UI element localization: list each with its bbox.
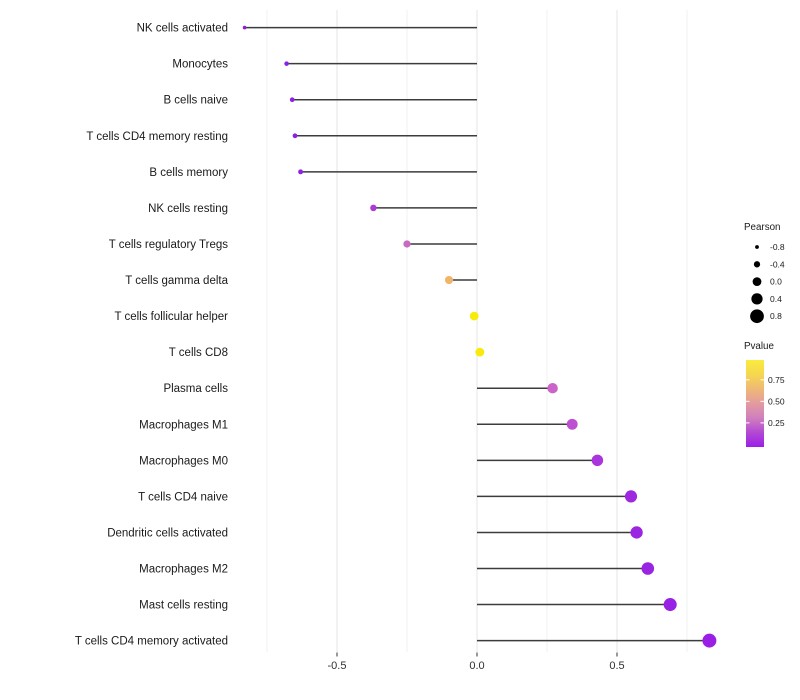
x-axis-tick-label: 0.0 [469,660,484,672]
y-axis-label: Macrophages M1 [139,419,228,431]
y-axis-label: B cells memory [149,167,228,179]
lollipop-point [444,275,454,285]
y-axis-label: Monocytes [172,59,228,71]
y-axis-label: Plasma cells [163,383,228,395]
lollipop-point [403,240,411,248]
legend-pearson-label: -0.8 [770,242,785,252]
legend-pearson-label: 0.4 [770,294,782,304]
x-axis-tick-label: 0.5 [609,660,624,672]
lollipop-point [630,526,643,539]
lollipop-point [469,311,479,321]
y-axis-label: NK cells resting [148,203,228,215]
y-axis-label: Macrophages M2 [139,564,228,576]
y-axis-label: B cells naive [163,95,228,107]
y-axis-label: T cells CD8 [169,347,228,359]
legend-pearson-dot [752,277,762,286]
lollipop-point [624,490,638,503]
legend-pvalue-title: Pvalue [744,341,775,352]
legend-pearson-label: 0.8 [770,311,782,321]
legend-pearson-dot [753,261,761,268]
legend-pearson-title: Pearson [744,222,781,233]
lollipop-point [566,418,578,430]
y-axis-label: Mast cells resting [139,600,228,612]
lollipop-point [641,562,655,575]
lollipop-point [370,204,377,212]
lollipop-point [298,169,304,175]
legend-pearson-dot [755,245,759,249]
lollipop-point [292,133,298,139]
lollipop-point [547,382,558,394]
legend-pvalue-label: 0.25 [768,418,785,428]
legend-pvalue-gradient-bar [746,360,764,447]
y-axis-label: Dendritic cells activated [107,527,228,539]
lollipop-point [289,97,295,103]
y-axis-label: Macrophages M0 [139,455,228,467]
lollipop-point [702,633,717,648]
legend-pvalue-label: 0.50 [768,396,785,406]
legend-pearson-dot [750,309,764,324]
y-axis-label: T cells CD4 naive [138,491,228,503]
lollipop-point [284,61,289,66]
y-axis-label: T cells gamma delta [125,275,228,287]
y-axis-label: T cells regulatory Tregs [109,239,229,251]
y-axis-label: T cells CD4 memory resting [86,131,228,143]
y-axis-label: NK cells activated [137,23,228,35]
y-axis-label: T cells follicular helper [114,311,228,323]
y-axis-label: T cells CD4 memory activated [75,636,228,648]
legend-pearson-label: 0.0 [770,277,782,287]
legend-pearson-label: -0.4 [770,259,785,269]
lollipop-point [663,598,677,612]
x-axis-tick-label: -0.5 [328,660,347,672]
legend-pvalue-label: 0.75 [768,375,785,385]
legend-pearson-dot [751,293,763,305]
lollipop-point [591,454,604,467]
lollipop-point [242,25,247,30]
lollipop-point [475,347,485,357]
